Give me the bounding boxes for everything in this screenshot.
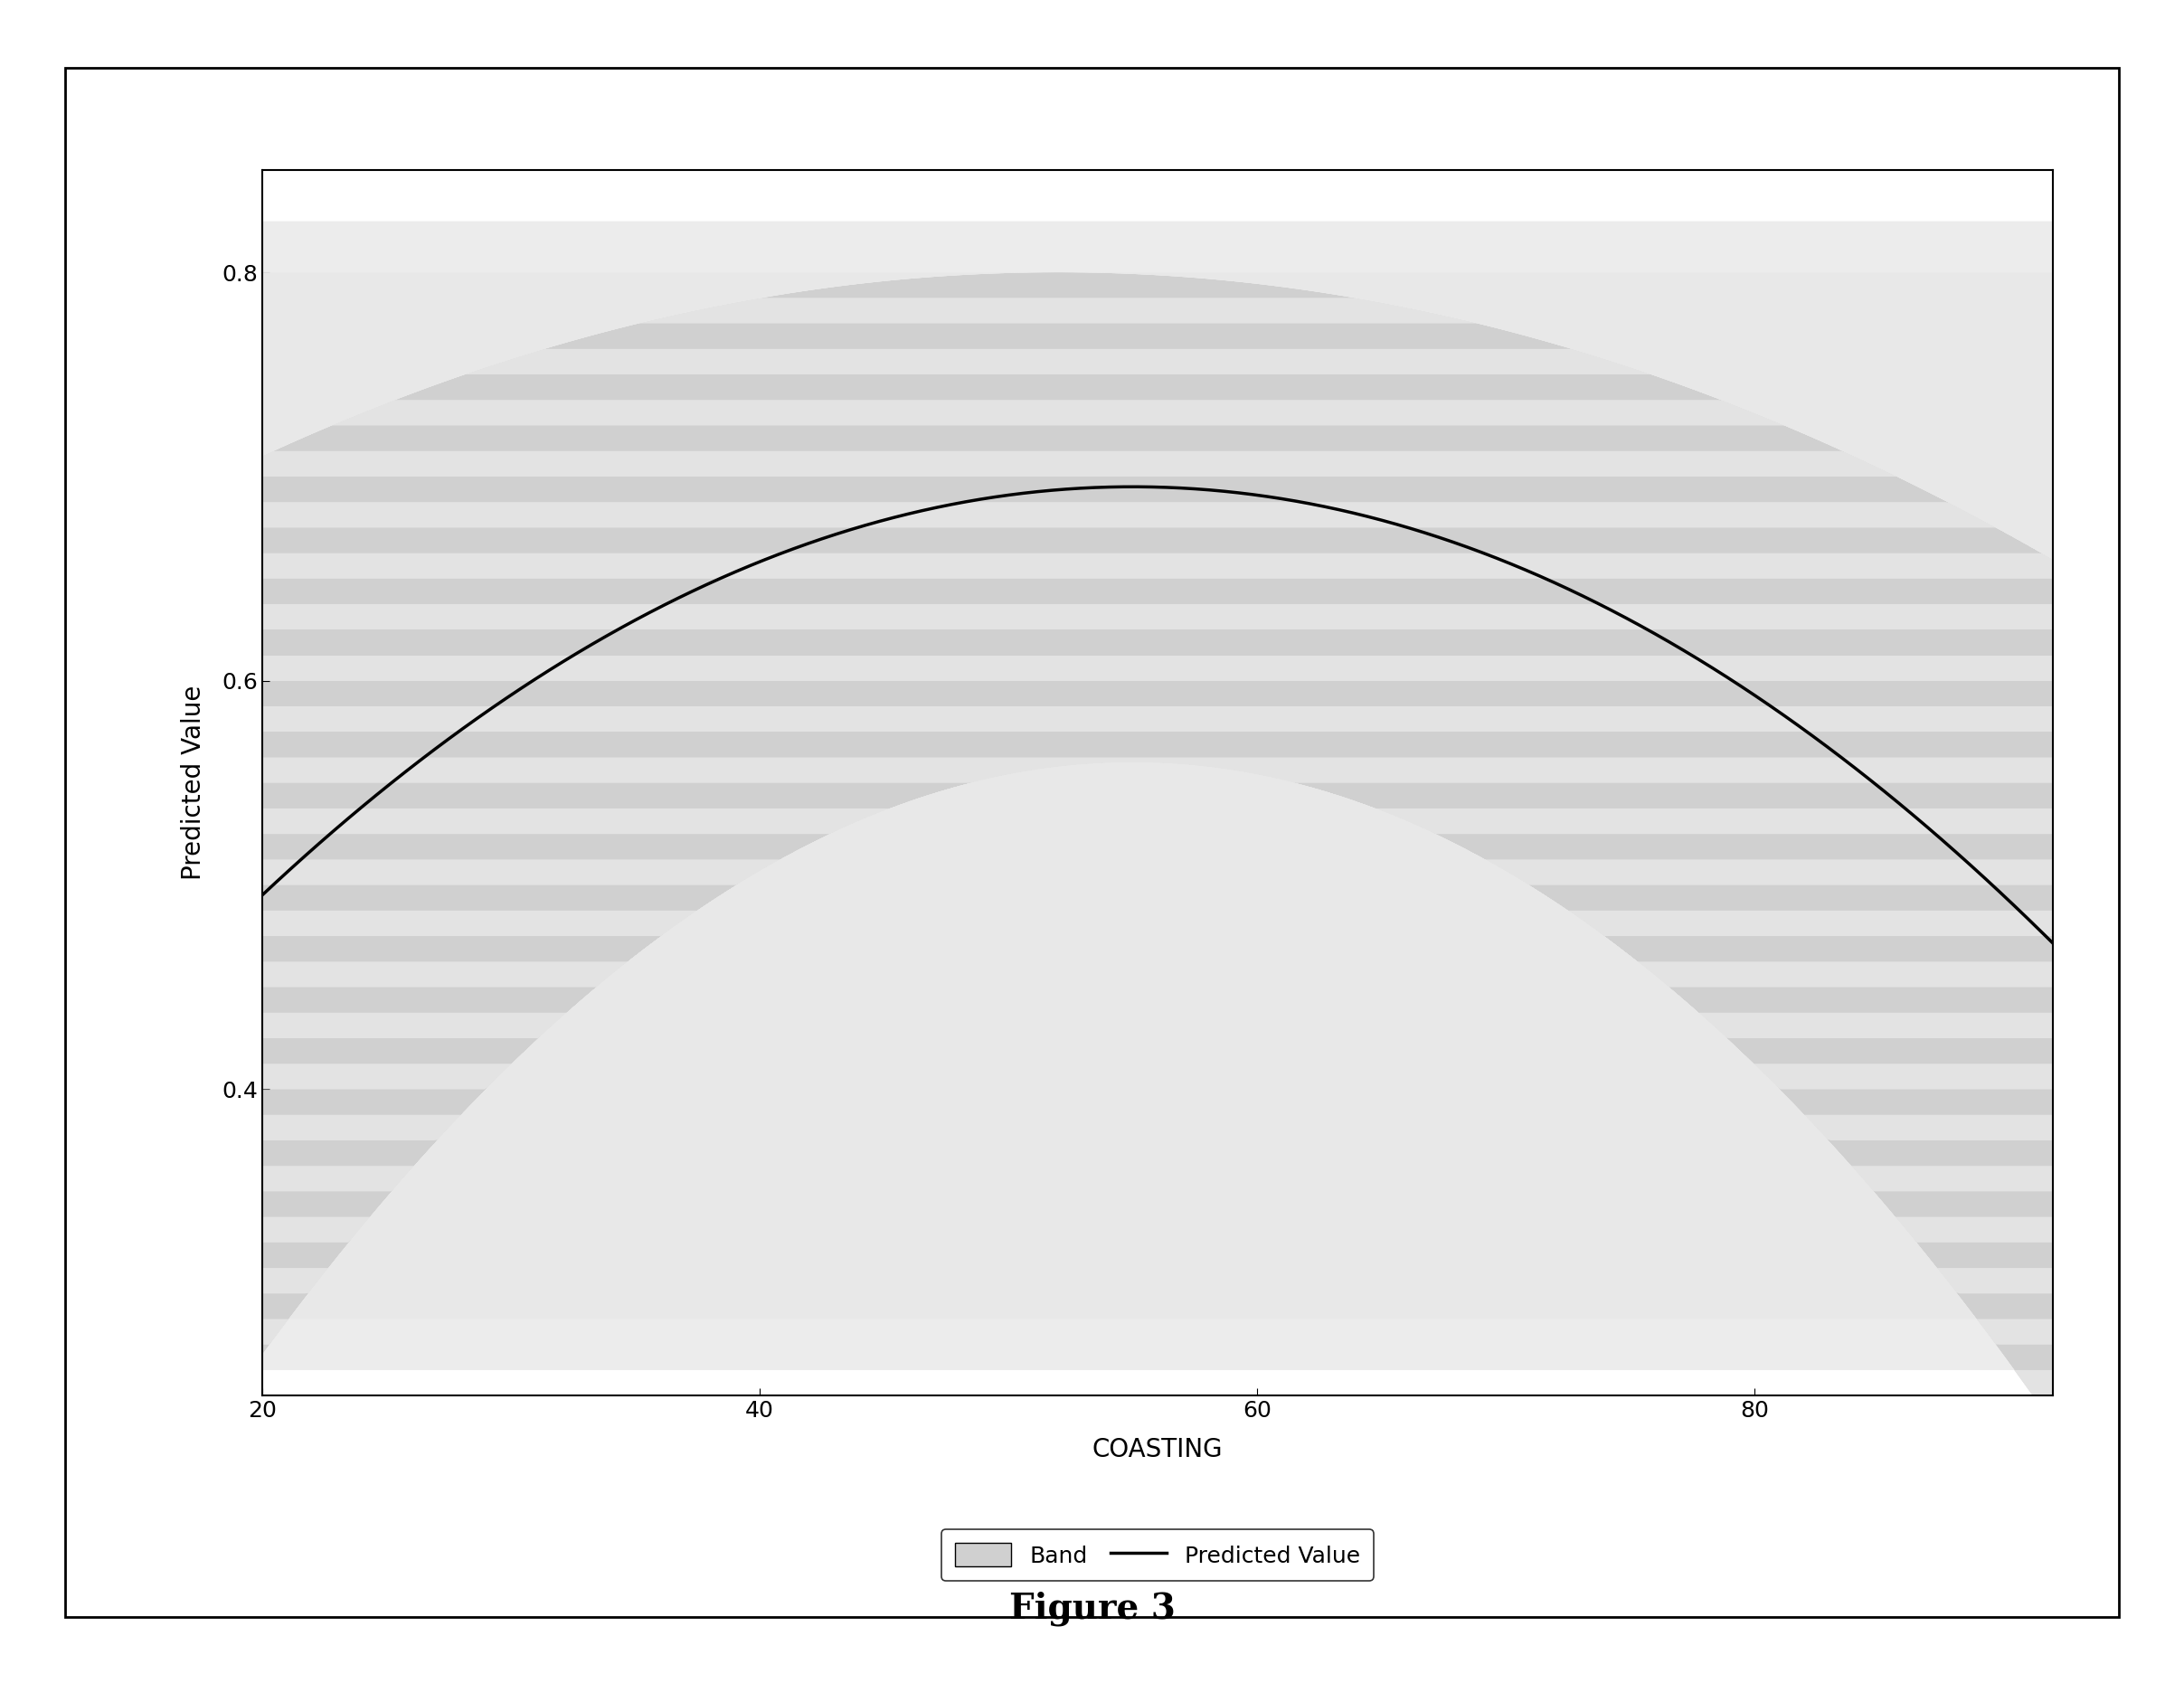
X-axis label: COASTING: COASTING — [1092, 1436, 1223, 1462]
Text: Figure 3: Figure 3 — [1009, 1591, 1175, 1625]
Legend: Band, Predicted Value: Band, Predicted Value — [941, 1530, 1374, 1581]
Y-axis label: Predicted Value: Predicted Value — [181, 686, 207, 880]
